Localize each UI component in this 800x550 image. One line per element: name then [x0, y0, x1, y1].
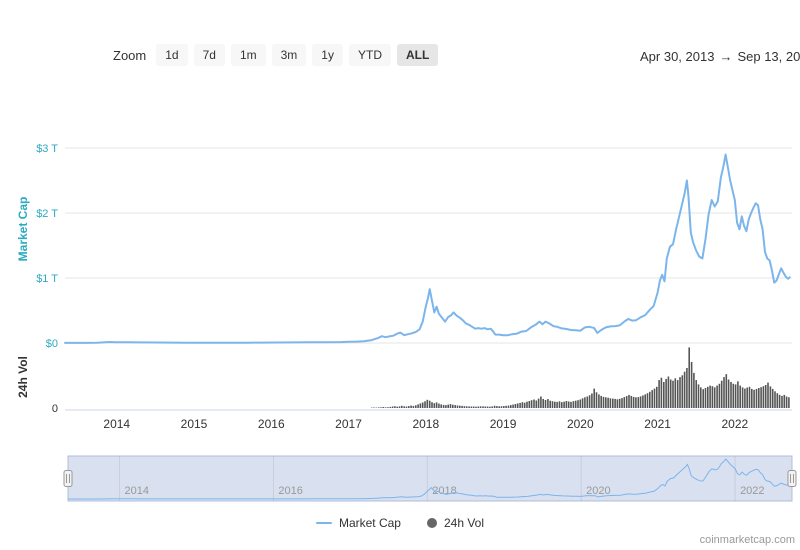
legend-label: 24h Vol — [443, 516, 485, 530]
watermark-text: coinmarketcap.com — [699, 534, 795, 546]
x-axis-year-label: 2022 — [721, 417, 748, 431]
navigator-selected-range[interactable] — [67, 455, 793, 502]
market-cap-tick-label: $3 T — [36, 143, 58, 155]
zoom-button-7d[interactable]: 7d — [193, 44, 225, 66]
zoom-button-ytd[interactable]: YTD — [348, 44, 391, 66]
navigator-year-label: 2020 — [586, 485, 610, 497]
zoom-button-3m[interactable]: 3m — [271, 44, 307, 66]
zoom-button-1y[interactable]: 1y — [312, 44, 343, 66]
date-range-selector[interactable]: Apr 30, 2013 → Sep 13, 2022 — [640, 49, 800, 64]
navigator-year-label: 2016 — [278, 485, 302, 497]
volume-tick-label: 0 — [52, 403, 58, 415]
legend-item-24h-vol[interactable]: 24h Vol — [426, 516, 485, 530]
market-cap-tick-label: $0 — [46, 338, 58, 350]
x-axis-year-label: 2014 — [103, 417, 130, 431]
circle-marker-icon — [426, 518, 437, 528]
market-cap-tick-label: $1 T — [36, 273, 58, 285]
date-range-from: Apr 30, 2013 — [640, 49, 715, 64]
navigator-year-label: 2022 — [740, 485, 764, 497]
x-axis-year-label: 2020 — [567, 417, 594, 431]
market-cap-axis-title: Market Cap — [16, 197, 30, 262]
main-chart[interactable]: $0 $1 T $2 T $3 T 0 2014 2015 2016 2017 2018 2019 2… — [0, 90, 800, 510]
x-axis-year-label: 2021 — [644, 417, 671, 431]
x-axis-year-label: 2016 — [258, 417, 285, 431]
date-range-to: Sep 13, 2022 — [737, 49, 800, 64]
chart-legend: Market Cap 24h Vol — [0, 516, 800, 530]
zoom-button-1m[interactable]: 1m — [230, 44, 266, 66]
x-axis-year-label: 2019 — [490, 417, 517, 431]
navigator-year-label: 2018 — [432, 485, 456, 497]
navigator-series-line — [68, 458, 790, 500]
volume-bars — [370, 347, 790, 409]
zoom-label: Zoom — [113, 47, 147, 63]
legend-label: Market Cap — [338, 516, 401, 530]
x-axis-year-label: 2015 — [181, 417, 208, 431]
x-axis-year-label: 2017 — [335, 417, 362, 431]
navigator-handle-right[interactable] — [787, 470, 797, 487]
date-range-arrow-icon: → — [719, 49, 733, 64]
zoom-button-1d[interactable]: 1d — [156, 44, 188, 66]
x-axis-year-label: 2018 — [412, 417, 439, 431]
zoom-toolbar: Zoom 1d 7d 1m 3m 1y YTD ALL — [113, 44, 439, 66]
market-cap-line — [64, 153, 791, 344]
legend-item-market-cap[interactable]: Market Cap — [315, 516, 401, 530]
market-cap-tick-label: $2 T — [36, 208, 58, 220]
volume-axis-title: 24h Vol — [16, 356, 30, 398]
navigator-handle-left[interactable] — [63, 470, 73, 487]
navigator-year-label: 2014 — [125, 485, 149, 497]
line-marker-icon — [315, 522, 332, 524]
zoom-button-all[interactable]: ALL — [396, 44, 439, 66]
